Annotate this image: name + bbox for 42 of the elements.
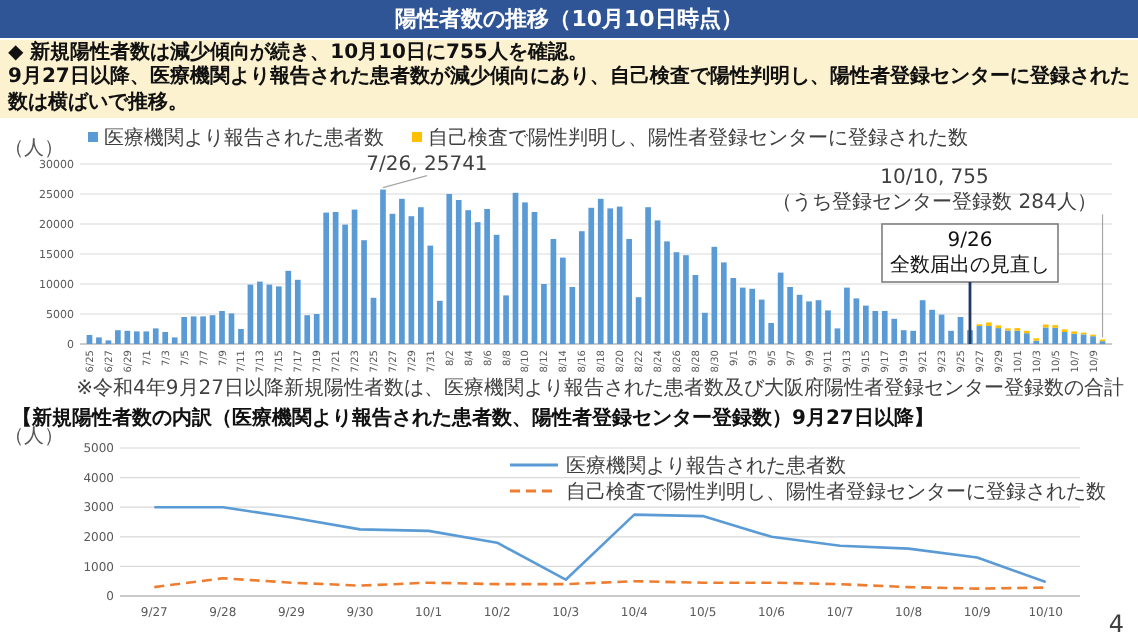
bar: [96, 337, 102, 344]
legend-label: 医療機関より報告された患者数: [104, 126, 384, 150]
legend-label: 自己検査で陽性判明し、陽性者登録センターに登録された数: [566, 480, 1106, 504]
bar: [503, 295, 509, 344]
y-axis-title: （人）: [4, 138, 64, 160]
bar: [702, 312, 708, 344]
chart-title: 陽性者数の推移（10月10日時点）: [0, 0, 1138, 38]
ref-line-label: 9/26 全数届出の見直し: [889, 230, 1050, 277]
bar: [986, 326, 992, 344]
text: 4: [1108, 610, 1124, 638]
chart-title: 【新規陽性者数の内訳（医療機関より報告された患者数、陽性者登録センター登録数）9月27日以降】: [12, 406, 934, 430]
bar: [361, 240, 367, 344]
annotation: 7/26, 25741: [366, 153, 488, 176]
bar: [948, 330, 954, 344]
bar: [787, 287, 793, 344]
bar: [238, 329, 244, 344]
text: ※令和4年9月27日以降新規陽性者数は、医療機関より報告された患者数及び大阪府陽性者登録センター登録数の合計: [76, 376, 1124, 400]
line-series: [152, 505, 1048, 584]
bar: [541, 284, 547, 344]
bar: [806, 301, 812, 344]
annotation: 10/10, 755 （うち登録センター登録数 284人）: [772, 167, 1097, 215]
bar: [219, 311, 225, 344]
bar: [834, 328, 841, 344]
bar: [825, 310, 831, 344]
bar: [683, 255, 689, 344]
legend-label: 医療機関より報告された患者数: [566, 454, 846, 478]
bar: [929, 309, 935, 344]
bar: [844, 287, 850, 344]
bar: [645, 207, 651, 344]
bar: [664, 241, 670, 344]
bar: [522, 202, 528, 344]
bar: [200, 316, 206, 344]
legend-label: 自己検査で陽性判明し、陽性者登録センターに登録された数: [428, 126, 968, 150]
bar: [484, 209, 490, 344]
chart-subtitle: ◆ 新規陽性者数は減少傾向が続き、10月10日に755人を確認。 9月27日以降、医療機関より報告された患者数が減少傾向にあり、自己検査で陽性判明し、陽性者登録センターに登録された数は横ばいで推移。: [0, 40, 1138, 118]
bar: [380, 189, 386, 344]
bar: [1080, 334, 1087, 344]
bar: [1090, 336, 1096, 344]
y-axis-title: （人）: [4, 426, 64, 448]
bar: [257, 281, 263, 344]
bar: [342, 224, 348, 344]
bar: [399, 198, 405, 344]
